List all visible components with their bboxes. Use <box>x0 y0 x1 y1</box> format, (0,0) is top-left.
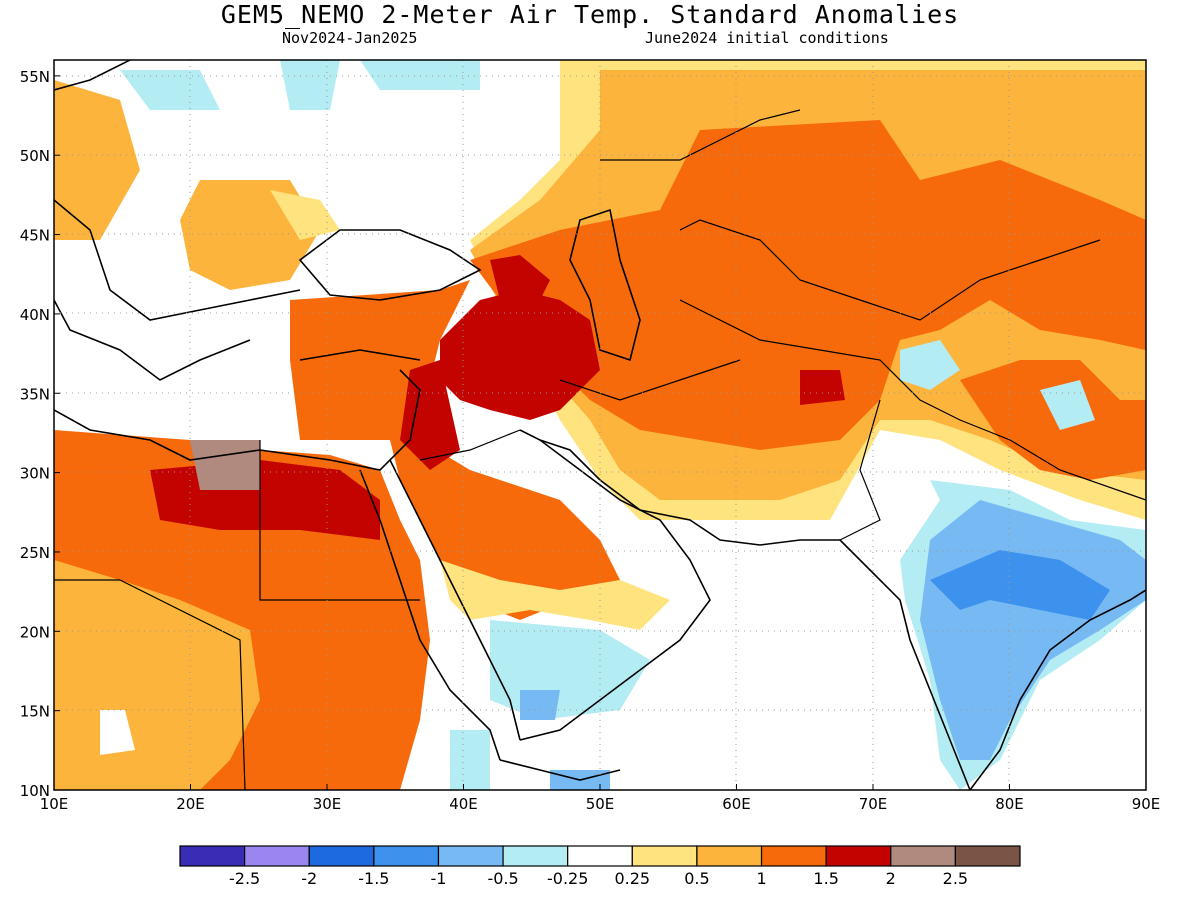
legend-swatch <box>437 845 504 867</box>
graticule <box>54 60 1146 790</box>
legend-swatch <box>825 845 892 867</box>
forecast-period: Nov2024-Jan2025 <box>282 29 418 47</box>
lat-tick-label: 50N <box>20 147 50 165</box>
legend-swatch <box>954 845 1021 867</box>
legend-label: 1.5 <box>813 869 838 888</box>
legend-swatch <box>567 845 633 867</box>
initial-conditions: June2024 initial conditions <box>645 29 889 47</box>
latitude-axis: 55N 50N 45N 40N 35N 30N 25N 20N 15N 10N <box>20 68 60 800</box>
color-legend: -2.5 -2 -1.5 -1 -0.5 -0.25 0.25 0.5 1 1.5 2 2.5 <box>179 845 1021 888</box>
legend-swatch <box>696 845 763 867</box>
anomaly-field <box>54 60 1146 790</box>
anomaly-zone-1.5-2-middle-east <box>440 290 600 420</box>
legend-label: 0.5 <box>684 869 709 888</box>
legend-label: -1 <box>430 869 446 888</box>
lat-tick-label: 10N <box>20 782 50 800</box>
legend-label: 0.25 <box>614 869 650 888</box>
legend-swatch <box>890 845 956 867</box>
legend-swatch <box>502 845 569 867</box>
anomaly-zone-1-1.5-asia <box>470 120 1146 450</box>
lat-tick-label: 40N <box>20 306 50 324</box>
lon-tick-label: 40E <box>449 795 478 813</box>
legend-swatch <box>373 845 440 867</box>
lat-tick-label: 20N <box>20 623 50 641</box>
legend-label: 2 <box>886 869 896 888</box>
lat-tick-label: 35N <box>20 385 50 403</box>
legend-label: -0.5 <box>487 869 518 888</box>
anomaly-zone-minus-1-minus-1.5 <box>930 550 1110 620</box>
legend-label: 1 <box>756 869 766 888</box>
lon-tick-label: 80E <box>995 795 1024 813</box>
lon-tick-label: 90E <box>1132 795 1161 813</box>
legend-swatch <box>631 845 698 867</box>
map-title: GEM5_NEMO 2-Meter Air Temp. Standard Ano… <box>220 0 960 29</box>
lon-tick-label: 30E <box>313 795 342 813</box>
longitude-axis: 10E 20E 30E 40E 50E 60E 70E 80E 90E <box>40 784 1161 813</box>
legend-label: -2 <box>301 869 317 888</box>
lon-tick-label: 50E <box>586 795 615 813</box>
legend-label: -2.5 <box>229 869 260 888</box>
legend-swatch <box>308 845 375 867</box>
lon-tick-label: 60E <box>722 795 751 813</box>
lon-tick-label: 20E <box>176 795 205 813</box>
legend-swatch <box>179 845 246 867</box>
lon-tick-label: 10E <box>40 795 69 813</box>
legend-label: -1.5 <box>358 869 389 888</box>
legend-swatch <box>760 845 827 867</box>
lat-tick-label: 25N <box>20 544 50 562</box>
anomaly-zone-2-2.5 <box>190 440 260 490</box>
legend-swatch <box>244 845 310 867</box>
coastlines <box>54 60 1146 790</box>
lat-tick-label: 55N <box>20 68 50 86</box>
lat-tick-label: 30N <box>20 465 50 483</box>
lon-tick-label: 70E <box>859 795 888 813</box>
lat-tick-label: 45N <box>20 227 50 245</box>
legend-label: 2.5 <box>943 869 968 888</box>
legend-label: -0.25 <box>547 869 588 888</box>
lat-tick-label: 15N <box>20 703 50 721</box>
